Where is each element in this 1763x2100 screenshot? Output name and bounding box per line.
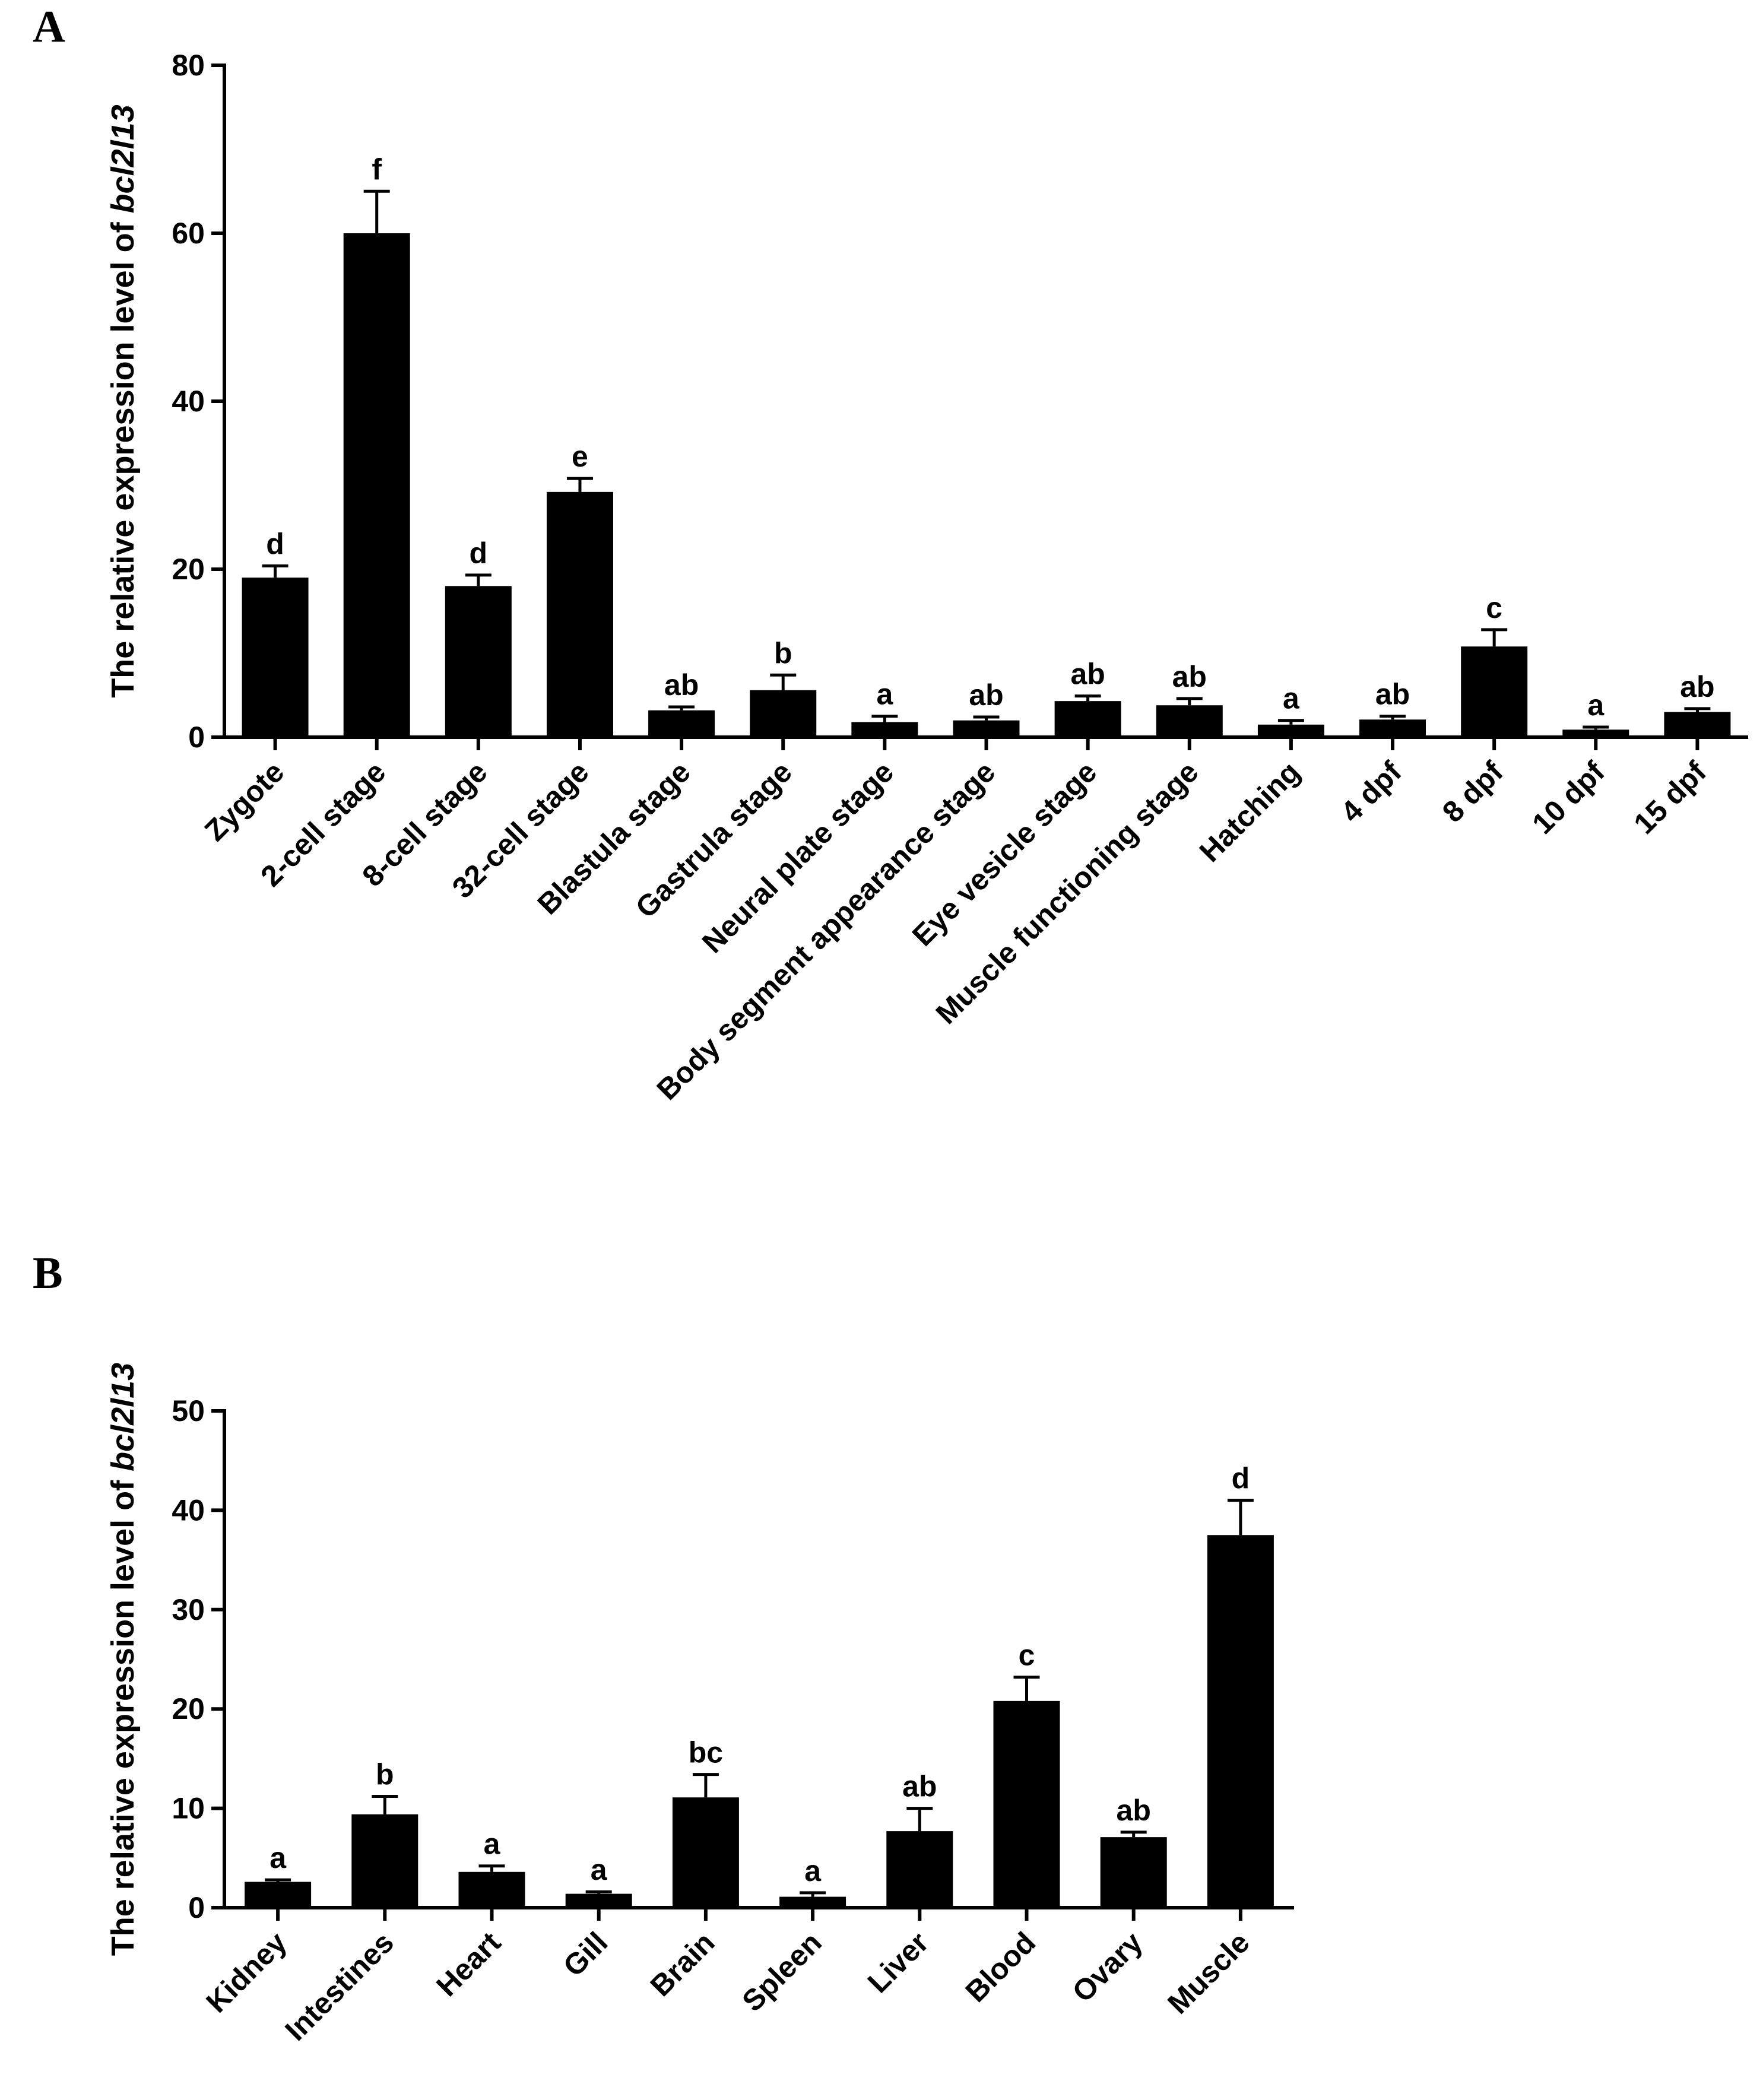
category-label: Brain xyxy=(644,1925,721,2003)
significance-label: c xyxy=(1486,591,1502,624)
significance-label: ab xyxy=(1680,670,1714,703)
y-tick-label: 0 xyxy=(188,1891,205,1924)
y-tick-label: 0 xyxy=(188,721,205,754)
category-label: Ovary xyxy=(1066,1925,1149,2009)
bar-13 xyxy=(1461,646,1528,737)
bar-10 xyxy=(1207,1535,1274,1908)
significance-label: b xyxy=(376,1758,394,1791)
y-axis-title: The relative expression level of bcl2l13 xyxy=(105,104,141,697)
significance-label: e xyxy=(572,440,588,473)
bar-9 xyxy=(1100,1837,1167,1908)
category-label: Spleen xyxy=(735,1925,828,2018)
significance-label: ab xyxy=(1172,660,1207,693)
bar-3 xyxy=(458,1871,525,1908)
category-label: Eye vesicle stage xyxy=(906,755,1103,952)
y-tick-label: 40 xyxy=(172,385,205,418)
bar-9 xyxy=(1054,701,1121,737)
y-tick-label: 50 xyxy=(172,1394,205,1428)
category-label: 8 dpf xyxy=(1436,755,1510,829)
category-label: Kidney xyxy=(199,1925,293,2019)
category-label: Liver xyxy=(861,1925,935,1999)
panel-letter: A xyxy=(33,2,65,52)
y-tick-label: 20 xyxy=(172,1692,205,1725)
significance-label: a xyxy=(1587,689,1605,722)
bar-1 xyxy=(242,578,309,737)
y-axis-title-gene: bcl2l13 xyxy=(105,104,141,213)
bar-7 xyxy=(886,1831,953,1908)
category-label: Hatching xyxy=(1193,755,1307,868)
bar-4 xyxy=(565,1893,632,1908)
significance-label: a xyxy=(1283,682,1300,715)
bar-2 xyxy=(343,233,410,737)
y-tick-label: 80 xyxy=(172,49,205,82)
significance-label: a xyxy=(804,1854,822,1888)
bar-4 xyxy=(546,491,613,737)
bar-11 xyxy=(1257,724,1324,737)
bar-10 xyxy=(1156,705,1223,737)
significance-label: bc xyxy=(689,1736,723,1769)
significance-label: ab xyxy=(1375,678,1410,711)
significance-label: d xyxy=(470,537,488,570)
significance-label: a xyxy=(484,1828,501,1861)
bar-14 xyxy=(1562,729,1629,737)
significance-label: ab xyxy=(969,678,1003,712)
category-label: 4 dpf xyxy=(1334,755,1408,829)
panel-b-chart: B 0 10 20 30 40 50 The relative expression leve… xyxy=(33,1248,1294,2047)
y-axis-title: The relative expression level of bcl2l13 xyxy=(105,1363,141,1956)
y-tick-label: 10 xyxy=(172,1792,205,1825)
category-label: Heart xyxy=(430,1925,507,2003)
bar-3 xyxy=(445,586,512,737)
bar-5 xyxy=(672,1797,739,1908)
significance-label: a xyxy=(876,678,893,711)
bar-2 xyxy=(351,1814,418,1908)
bar-8 xyxy=(993,1701,1060,1908)
significance-label: a xyxy=(269,1841,287,1874)
bar-15 xyxy=(1664,712,1731,737)
category-label: Blood xyxy=(959,1925,1042,2009)
significance-label: c xyxy=(1019,1639,1035,1672)
panel-letter: B xyxy=(33,1248,63,1298)
bar-8 xyxy=(953,720,1020,737)
category-label: 15 dpf xyxy=(1627,755,1713,840)
significance-label: ab xyxy=(1117,1794,1151,1827)
y-tick-label: 30 xyxy=(172,1593,205,1626)
y-tick-label: 60 xyxy=(172,217,205,250)
bar-12 xyxy=(1359,719,1426,737)
significance-label: ab xyxy=(1070,658,1105,691)
significance-label: d xyxy=(266,527,284,560)
category-label: Muscle xyxy=(1161,1925,1255,2020)
significance-label: ab xyxy=(902,1770,937,1803)
significance-label: d xyxy=(1232,1462,1250,1495)
category-label: Zygote xyxy=(198,755,290,847)
category-label: Intestines xyxy=(278,1925,400,2047)
significance-label: f xyxy=(372,153,382,186)
bar-1 xyxy=(245,1882,312,1908)
category-label: Gill xyxy=(557,1925,614,1983)
significance-label: ab xyxy=(664,668,699,702)
category-label: Neural plate stage xyxy=(696,755,900,959)
y-axis-title-text: The relative expression level of xyxy=(105,213,141,697)
bar-7 xyxy=(851,722,918,737)
panel-a-chart: A 0 20 40 60 80 The relative expression level … xyxy=(33,2,1748,1106)
y-axis-title-gene: bcl2l13 xyxy=(105,1363,141,1471)
bar-5 xyxy=(648,710,715,737)
y-tick-label: 20 xyxy=(172,553,205,586)
y-axis-title-text: The relative expression level of xyxy=(105,1471,141,1956)
significance-label: a xyxy=(591,1853,608,1886)
y-tick-label: 40 xyxy=(172,1493,205,1527)
bar-6 xyxy=(750,690,817,737)
significance-label: b xyxy=(774,636,792,670)
bar-6 xyxy=(779,1896,846,1908)
category-label: 10 dpf xyxy=(1526,755,1611,840)
